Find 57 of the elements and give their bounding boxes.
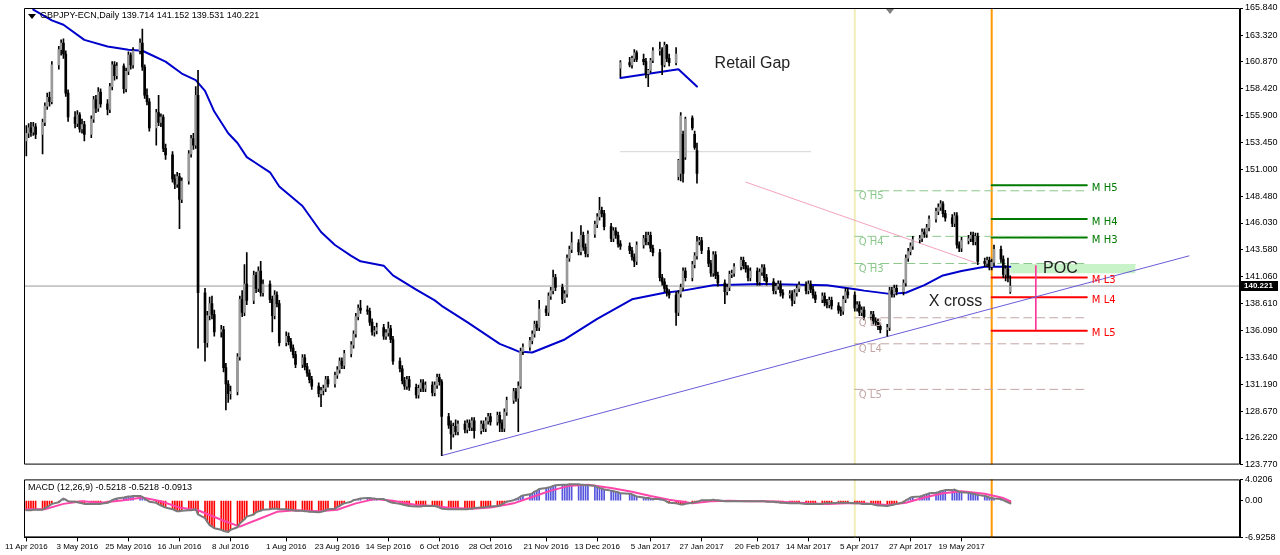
- series-label: M H4: [1091, 215, 1118, 227]
- y-tick-label: 165.840: [1245, 2, 1278, 13]
- x-tick-label: 28 Oct 2016: [468, 542, 513, 552]
- ref-line-label: 140.221: [1244, 281, 1274, 291]
- x-tick-label: 3 May 2016: [56, 542, 99, 552]
- x-tick-label: 14 Sep 2016: [365, 542, 412, 552]
- y-tick-label: 138.610: [1245, 298, 1278, 309]
- series-label: POC: [1043, 259, 1078, 277]
- x-tick-label: 27 Apr 2017: [888, 542, 933, 552]
- annotation: X cross: [928, 292, 983, 309]
- y-tick-label: 143.580: [1245, 244, 1278, 255]
- y-tick-label: 123.770: [1245, 459, 1278, 470]
- x-tick-label: 21 Nov 2016: [523, 542, 570, 552]
- chart-title: MACD (12,26,9) -0.5218 -0.5218 -0.0913: [28, 481, 193, 492]
- x-tick-label: 6 Oct 2016: [419, 542, 460, 552]
- series-label: Q H3: [858, 263, 884, 275]
- x-tick-label: 16 Jun 2016: [157, 542, 203, 552]
- series-label: M H3: [1091, 234, 1118, 246]
- series-label: Q H5: [858, 190, 884, 202]
- y-tick-label: -6.9258: [1245, 531, 1276, 542]
- x-tick-label: 14 Mar 2017: [785, 542, 832, 552]
- y-tick-label: 148.480: [1245, 190, 1278, 201]
- y-tick-label: 155.900: [1245, 110, 1278, 121]
- annotation: Retail Gap: [714, 54, 791, 72]
- y-tick-label: 133.640: [1245, 351, 1278, 362]
- series-label: M H5: [1091, 181, 1118, 193]
- series-label: M L5: [1091, 327, 1116, 339]
- series-label: Q H4: [858, 235, 884, 247]
- x-tick-label: 5 Apr 2017: [840, 542, 880, 552]
- y-tick-label: 0.00: [1245, 495, 1263, 506]
- x-tick-label: 20 Feb 2017: [734, 542, 781, 552]
- y-tick-label: 160.870: [1245, 56, 1278, 67]
- y-tick-label: 128.670: [1245, 405, 1278, 416]
- x-tick-label: 5 Jan 2017: [630, 542, 671, 552]
- x-tick-label: 1 Aug 2016: [265, 542, 308, 552]
- series-label: M L3: [1091, 274, 1116, 286]
- y-tick-label: 151.000: [1245, 163, 1278, 174]
- y-tick-label: 153.450: [1245, 136, 1278, 147]
- y-tick-label: 141.060: [1245, 271, 1278, 282]
- x-tick-label: 23 Aug 2016: [314, 542, 361, 552]
- y-tick-label: 158.420: [1245, 83, 1278, 94]
- x-tick-label: 25 May 2016: [105, 542, 153, 552]
- x-tick-label: 11 Apr 2016: [5, 542, 49, 552]
- series-label: Q L5: [858, 388, 882, 400]
- y-tick-label: 131.190: [1245, 378, 1278, 389]
- y-tick-label: 146.030: [1245, 217, 1278, 228]
- x-tick-label: 27 Jan 2017: [679, 542, 725, 552]
- series-label: Q L4: [858, 343, 882, 355]
- series-label: M L4: [1091, 293, 1116, 305]
- y-tick-label: 4.0206: [1245, 473, 1273, 484]
- y-tick-label: 126.220: [1245, 432, 1278, 443]
- x-tick-label: 8 Jul 2016: [212, 542, 250, 552]
- series-label: Q L3: [858, 317, 882, 329]
- y-tick-label: 163.320: [1245, 29, 1278, 40]
- y-tick-label: 136.090: [1245, 325, 1278, 336]
- x-tick-label: 19 May 2017: [938, 542, 986, 552]
- x-tick-label: 13 Dec 2016: [574, 542, 621, 552]
